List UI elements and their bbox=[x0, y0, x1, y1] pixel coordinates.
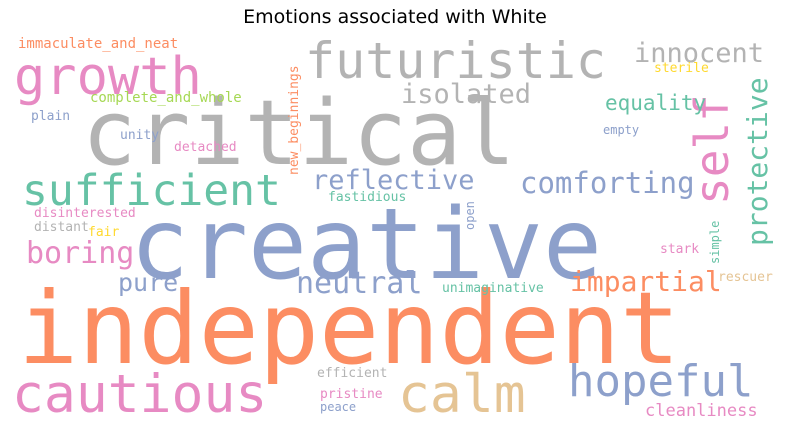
word-empty: empty bbox=[603, 123, 639, 137]
word-protective: protective bbox=[741, 77, 774, 246]
word-boring: boring bbox=[26, 236, 134, 271]
word-fair: fair bbox=[88, 225, 119, 240]
word-independent: independent bbox=[18, 270, 680, 387]
word-immaculate-and-neat: immaculate_and_neat bbox=[18, 36, 178, 52]
word-innocent: innocent bbox=[634, 38, 764, 69]
word-unimaginative: unimaginative bbox=[442, 281, 544, 296]
word-unity: unity bbox=[120, 128, 159, 143]
word-isolated: isolated bbox=[401, 79, 531, 110]
word-reflective: reflective bbox=[312, 165, 475, 196]
word-self: self bbox=[685, 94, 739, 205]
word-sufficient: sufficient bbox=[22, 166, 281, 216]
word-comforting: comforting bbox=[520, 166, 695, 200]
chart-title: Emotions associated with White bbox=[243, 6, 547, 28]
word-cautious: cautious bbox=[12, 364, 267, 425]
word-plain: plain bbox=[31, 109, 70, 124]
word-open: open bbox=[463, 201, 477, 230]
word-pristine: pristine bbox=[320, 387, 383, 402]
word-complete-and-whole: complete_and_whole bbox=[90, 90, 242, 106]
word-creative: creative bbox=[130, 188, 602, 302]
word-equality: equality bbox=[605, 91, 706, 115]
word-calm: calm bbox=[398, 364, 526, 425]
word-sterile: sterile bbox=[654, 61, 709, 76]
word-detached: detached bbox=[174, 140, 237, 155]
word-growth: growth bbox=[14, 47, 202, 107]
word-cleanliness: cleanliness bbox=[645, 401, 758, 421]
word-peace: peace bbox=[320, 400, 356, 414]
word-hopeful: hopeful bbox=[568, 356, 753, 407]
word-pure: pure bbox=[118, 268, 178, 297]
word-efficient: efficient bbox=[317, 366, 387, 381]
word-distant: distant bbox=[34, 220, 89, 235]
word-critical: critical bbox=[82, 81, 515, 186]
word-futuristic: futuristic bbox=[305, 32, 606, 90]
word-fastidious: fastidious bbox=[328, 190, 406, 205]
word-simple: simple bbox=[708, 221, 722, 264]
word-disinterested: disinterested bbox=[34, 206, 136, 221]
word-new-beginnings: new_beginnings bbox=[287, 65, 302, 175]
word-impartial: impartial bbox=[570, 265, 722, 298]
word-rescuer: rescuer bbox=[718, 270, 773, 285]
word-stark: stark bbox=[660, 242, 699, 257]
word-neutral: neutral bbox=[296, 266, 422, 301]
